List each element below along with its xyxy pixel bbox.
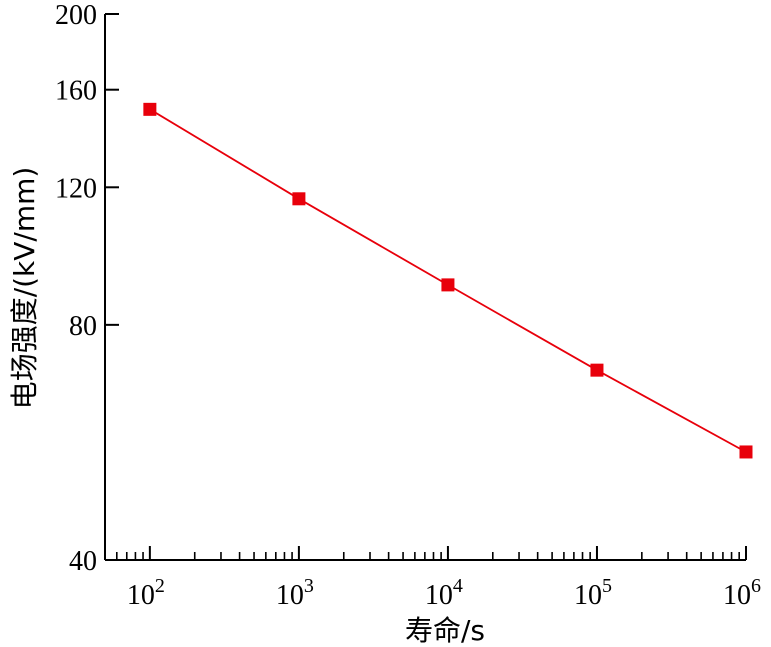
data-point-marker xyxy=(590,363,604,377)
tick-labels: 40 80 120 160 200 102 103 104 105 106 xyxy=(55,0,761,611)
y-tick-label: 40 xyxy=(69,546,97,577)
y-tick-label: 120 xyxy=(55,173,97,204)
y-axis-title: 电场强度/(kV/mm) xyxy=(8,167,41,410)
data-point-marker xyxy=(441,278,455,292)
x-tick-label: 102 xyxy=(127,575,165,611)
series xyxy=(143,102,753,459)
data-point-marker xyxy=(739,445,753,459)
y-tick-label: 200 xyxy=(55,0,97,31)
x-tick-label: 103 xyxy=(276,575,314,611)
x-tick-label: 106 xyxy=(723,575,761,611)
ticks xyxy=(104,13,747,561)
x-tick-label: 105 xyxy=(574,575,612,611)
axes xyxy=(104,14,746,561)
y-tick-label: 80 xyxy=(69,311,97,342)
data-point-marker xyxy=(292,192,306,206)
x-axis-title: 寿命/s xyxy=(405,614,485,647)
x-tick-label: 104 xyxy=(425,575,463,611)
data-point-marker xyxy=(143,102,157,116)
y-tick-label: 160 xyxy=(55,76,97,107)
